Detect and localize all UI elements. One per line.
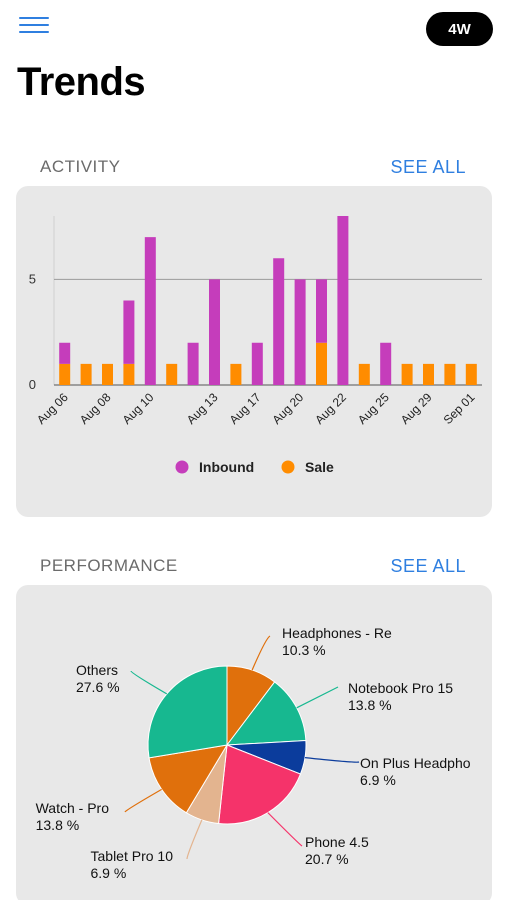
bar-sale-aug-07: [80, 363, 92, 385]
period-selector-button[interactable]: 4W: [426, 12, 493, 46]
pie-leader-line: [267, 812, 303, 847]
bar-sale-aug-21: [316, 342, 327, 385]
x-tick-label: Aug 08: [77, 390, 114, 427]
bar-inbound-aug-22: [337, 216, 349, 385]
pie-slice-phone-4-5: [218, 744, 302, 825]
legend-sale-marker: [281, 460, 295, 474]
bar-inbound-aug-13: [209, 279, 220, 385]
activity-see-all-link[interactable]: SEE ALL: [390, 157, 466, 177]
pie-slice-percent: 20.7 %: [305, 851, 349, 867]
pie-leader-line: [296, 686, 339, 709]
performance-see-all-link[interactable]: SEE ALL: [390, 556, 466, 576]
x-tick-label: Aug 29: [398, 390, 435, 427]
bar-inbound-aug-21: [316, 279, 327, 343]
bar-sale-aug-11: [166, 363, 178, 385]
pie-slice-label: Notebook Pro 15: [348, 680, 453, 696]
bar-sale-aug-23: [358, 363, 370, 385]
x-tick-label: Aug 22: [312, 390, 349, 427]
legend-inbound-label: Inbound: [199, 459, 254, 475]
x-tick-label: Aug 17: [227, 390, 264, 427]
x-tick-label: Aug 20: [269, 390, 306, 427]
hamburger-menu-icon[interactable]: [19, 17, 49, 37]
bar-sale-sep-01: [465, 363, 477, 385]
bar-sale-aug-16: [230, 363, 242, 385]
pie-slice-others: [147, 665, 228, 759]
pie-leader-line: [130, 670, 168, 695]
pie-leader-line: [186, 819, 203, 860]
pie-slice-percent: 13.8 %: [36, 817, 80, 833]
pie-slice-label: On Plus Headpho: [360, 755, 471, 771]
bar-inbound-aug-10: [144, 237, 156, 385]
performance-chart-card: Headphones - Re 10.3 % Notebook Pro 15 13.8…: [16, 585, 492, 900]
pie-leader-line: [124, 788, 162, 813]
pie-slice-label: Phone 4.5: [305, 834, 369, 850]
bar-inbound-aug-06: [59, 342, 71, 364]
x-tick-label: Aug 10: [120, 390, 157, 427]
pie-slice-label: Others: [76, 662, 118, 678]
pie-slice-percent: 10.3 %: [282, 642, 326, 658]
pie-slice-percent: 6.9 %: [360, 772, 396, 788]
activity-chart-card: 0 5 Aug 06 Aug 08 Aug 10 Aug 13 Aug 17 Aug 20 Au…: [16, 186, 492, 517]
performance-section-label: PERFORMANCE: [40, 556, 178, 575]
pie-leader-line: [304, 757, 360, 763]
x-tick-label: Aug 13: [184, 390, 221, 427]
bar-inbound-aug-12: [187, 342, 199, 385]
x-tick-label: Sep 01: [441, 390, 478, 427]
bar-sale-aug-26: [401, 363, 413, 385]
bar-inbound-aug-09: [123, 300, 135, 364]
bar-inbound-aug-25: [380, 342, 392, 385]
bar-sale-aug-08: [102, 363, 113, 385]
bar-sale-aug-06: [59, 363, 71, 385]
legend-sale-label: Sale: [305, 459, 334, 475]
page-title: Trends: [17, 60, 146, 104]
pie-slice-label: Tablet Pro 10: [91, 848, 174, 864]
activity-section-label: ACTIVITY: [40, 157, 121, 176]
bar-inbound-aug-20: [294, 279, 306, 385]
pie-slice-percent: 6.9 %: [91, 865, 127, 881]
pie-slice-percent: 27.6 %: [76, 679, 120, 695]
bar-inbound-aug-18: [273, 258, 285, 385]
bar-inbound-aug-17: [251, 342, 263, 385]
bar-sale-aug-29: [423, 363, 434, 385]
bar-sale-aug-30: [444, 363, 456, 385]
pie-slice-label: Headphones - Re: [282, 625, 392, 641]
pie-slice-label: Watch - Pro: [36, 800, 110, 816]
y-tick-label: 5: [29, 271, 36, 286]
x-tick-label: Aug 25: [355, 390, 392, 427]
legend-inbound-marker: [175, 460, 189, 474]
pie-slice-percent: 13.8 %: [348, 697, 392, 713]
bar-sale-aug-09: [123, 363, 135, 385]
x-tick-label: Aug 06: [34, 390, 71, 427]
pie-leader-line: [251, 635, 271, 671]
y-tick-label: 0: [29, 377, 36, 392]
